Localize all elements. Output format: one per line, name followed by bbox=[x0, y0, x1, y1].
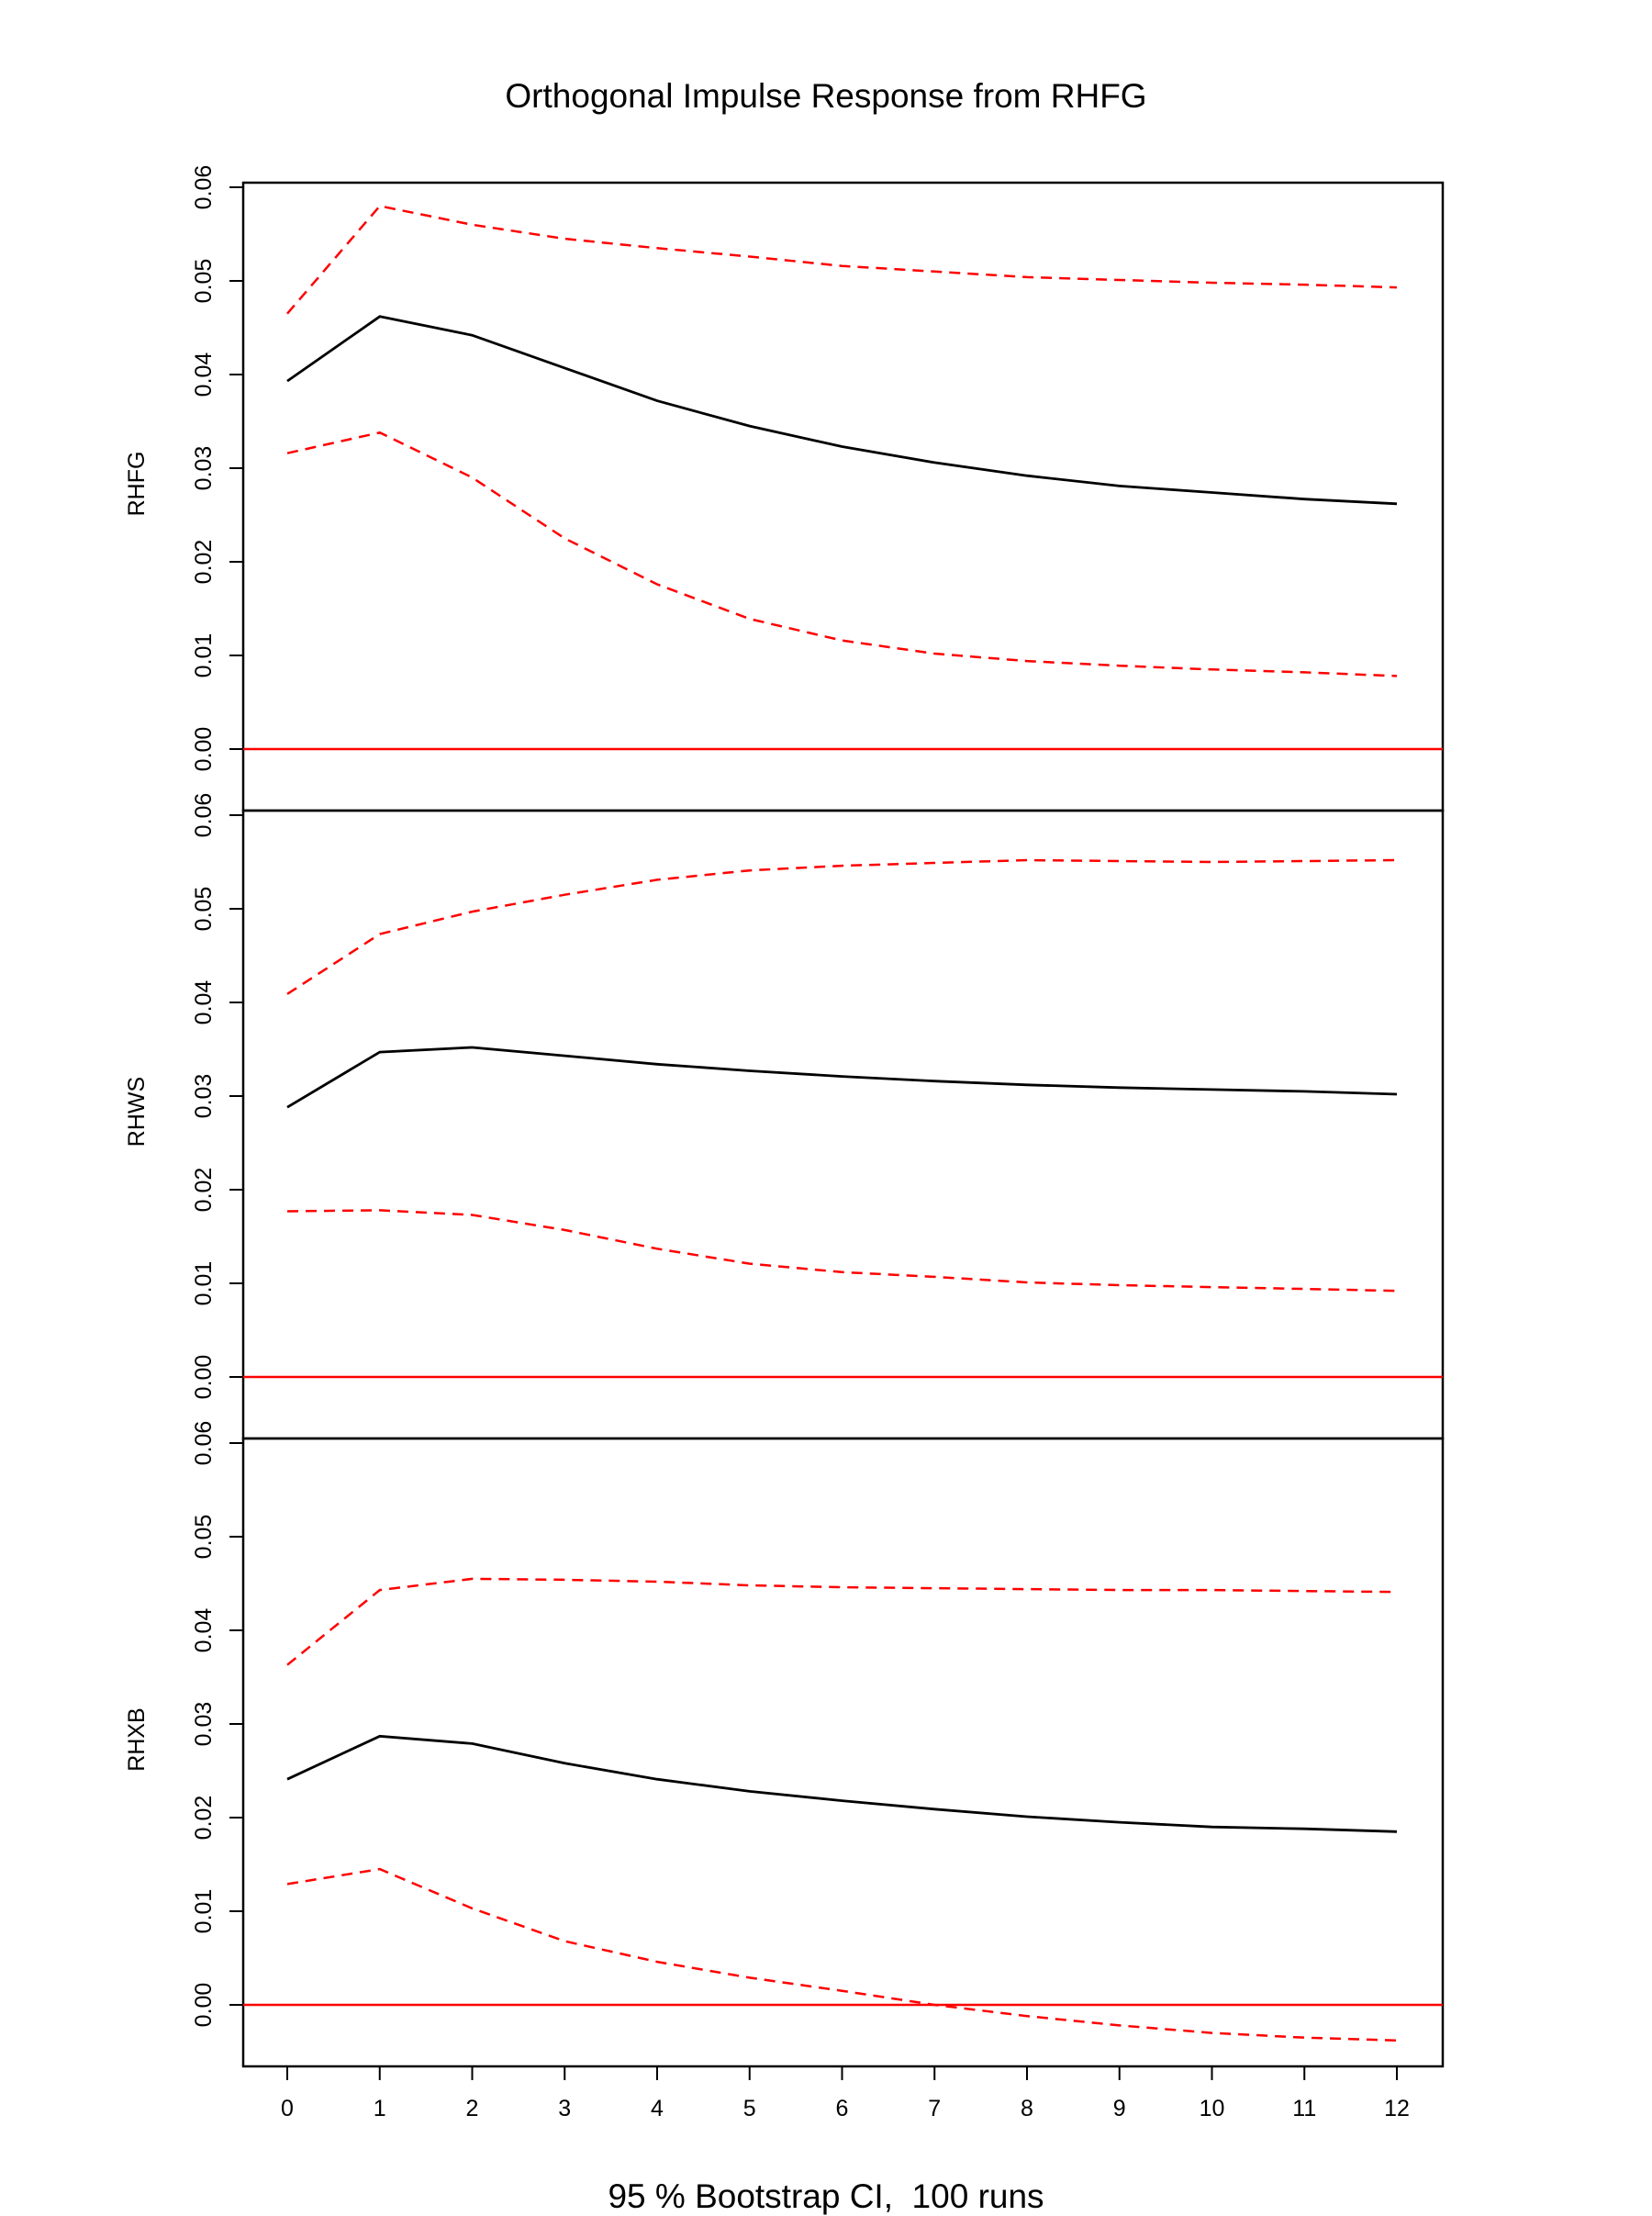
y-tick-label: 0.02 bbox=[191, 1168, 217, 1213]
y-tick-label: 0.03 bbox=[191, 1702, 217, 1747]
y-tick-label: 0.00 bbox=[191, 1983, 217, 2028]
response-line bbox=[286, 315, 1398, 506]
y-axis: 0.00 0.01 0.02 0.03 0.04 0.05 0.06 bbox=[191, 793, 243, 1400]
y-tick-label: 0.00 bbox=[191, 727, 217, 772]
y-axis: 0.00 0.01 0.02 0.03 0.04 0.05 0.06 bbox=[191, 165, 243, 772]
y-tick-label: 0.03 bbox=[191, 446, 217, 491]
y-tick-label: 0.01 bbox=[191, 1261, 217, 1306]
x-tick-label: 10 bbox=[1200, 2096, 1225, 2121]
y-tick-label: 0.04 bbox=[191, 980, 217, 1025]
y-axis: 0.00 0.01 0.02 0.03 0.04 0.05 0.06 bbox=[191, 1421, 243, 2028]
y-tick-label: 0.00 bbox=[191, 1355, 217, 1400]
y-tick-label: 0.05 bbox=[191, 887, 217, 932]
response-line bbox=[286, 1046, 1398, 1109]
x-tick-label: 5 bbox=[743, 2096, 756, 2121]
y-axis-label: RHWS bbox=[124, 1077, 150, 1147]
x-tick-label: 0 bbox=[281, 2096, 294, 2121]
x-tick-label: 6 bbox=[836, 2096, 849, 2121]
panel-rhws: 0.00 0.01 0.02 0.03 0.04 0.05 0.06 RHWS bbox=[124, 793, 1445, 1440]
x-tick-label: 3 bbox=[558, 2096, 571, 2121]
upper-ci-line bbox=[286, 1577, 1398, 1666]
y-tick-label: 0.03 bbox=[191, 1074, 217, 1119]
x-tick-label: 9 bbox=[1113, 2096, 1126, 2121]
y-tick-label: 0.02 bbox=[191, 1796, 217, 1841]
upper-ci-line bbox=[286, 205, 1398, 315]
y-tick-label: 0.06 bbox=[191, 793, 217, 838]
y-tick-label: 0.01 bbox=[191, 1889, 217, 1934]
lower-ci-line bbox=[286, 1867, 1398, 2043]
response-line bbox=[286, 1734, 1398, 1833]
chart-footer: 95 % Bootstrap CI, 100 runs bbox=[608, 2177, 1044, 2215]
lower-ci-line bbox=[286, 431, 1398, 677]
panel-rhxb: 0.00 0.01 0.02 0.03 0.04 0.05 0.06 RHXB bbox=[124, 1421, 1445, 2068]
panels: 0.00 0.01 0.02 0.03 0.04 0.05 0.06 RHFG 0.00 0.01… bbox=[124, 165, 1445, 2068]
x-tick-label: 1 bbox=[374, 2096, 386, 2121]
panel-frame bbox=[241, 1437, 1445, 2068]
x-tick-label: 7 bbox=[928, 2096, 941, 2121]
lower-ci-line bbox=[286, 1209, 1398, 1293]
x-tick-label: 4 bbox=[651, 2096, 664, 2121]
y-tick-label: 0.05 bbox=[191, 1515, 217, 1560]
x-tick-label: 8 bbox=[1021, 2096, 1033, 2121]
x-tick-label: 11 bbox=[1292, 2096, 1316, 2121]
panel-frame bbox=[241, 809, 1445, 1440]
x-tick-label: 2 bbox=[466, 2096, 479, 2121]
panel-rhfg: 0.00 0.01 0.02 0.03 0.04 0.05 0.06 RHFG bbox=[124, 165, 1445, 812]
x-tick-label: 12 bbox=[1384, 2096, 1410, 2121]
y-axis-label: RHFG bbox=[124, 452, 150, 517]
chart-title: Orthogonal Impulse Response from RHFG bbox=[505, 77, 1147, 115]
y-tick-label: 0.05 bbox=[191, 259, 217, 304]
y-tick-label: 0.06 bbox=[191, 165, 217, 210]
upper-ci-line bbox=[286, 858, 1398, 995]
y-tick-label: 0.06 bbox=[191, 1421, 217, 1466]
y-tick-label: 0.02 bbox=[191, 540, 217, 585]
y-tick-label: 0.01 bbox=[191, 633, 217, 678]
y-axis-label: RHXB bbox=[124, 1707, 150, 1771]
y-tick-label: 0.04 bbox=[191, 353, 217, 397]
x-axis: 0 1 2 3 4 5 6 7 8 9 10 11 12 bbox=[281, 2066, 1410, 2121]
y-tick-label: 0.04 bbox=[191, 1608, 217, 1653]
